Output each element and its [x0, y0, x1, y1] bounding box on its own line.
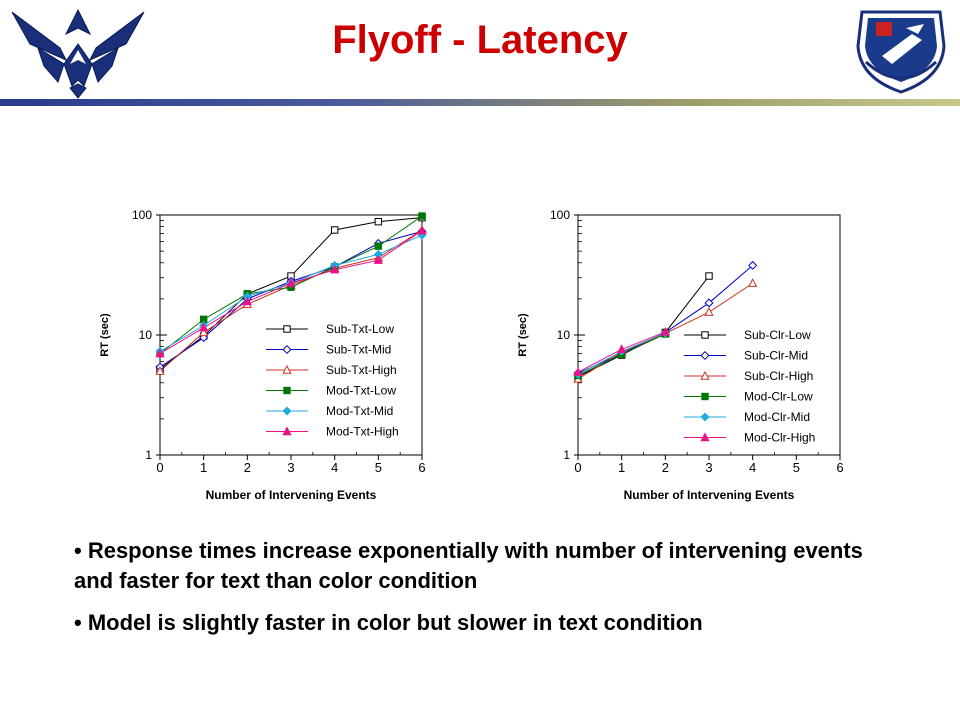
legend-marker [282, 426, 292, 436]
legend-label: Sub-Txt-High [326, 363, 397, 377]
afosr-shield-logo [856, 10, 946, 94]
legend-marker [700, 432, 710, 442]
y-tick-label: 1 [563, 448, 570, 462]
x-tick-label: 6 [836, 460, 843, 475]
legend-label: Mod-Txt-Low [326, 384, 396, 398]
legend-label: Mod-Clr-Mid [744, 410, 810, 424]
y-axis-label: RT (sec) [99, 313, 111, 357]
legend-label: Sub-Clr-Mid [744, 349, 808, 363]
legend-marker [700, 370, 710, 380]
data-point-mod-clr-high [573, 367, 583, 376]
legend-marker [282, 364, 292, 374]
legend-marker [701, 331, 709, 339]
x-tick-label: 0 [156, 460, 163, 475]
slide-title: Flyoff - Latency [332, 18, 628, 62]
legend-label: Sub-Clr-High [744, 369, 813, 383]
bullet-1: • Response times increase exponentially … [74, 538, 863, 593]
data-point-sub-clr-low [705, 272, 713, 280]
legend-marker [282, 344, 292, 355]
data-point-mod-txt-high [286, 278, 296, 287]
data-point-sub-clr-mid [704, 298, 714, 308]
data-point-sub-txt-low [374, 217, 383, 226]
data-point-mod-clr-high [617, 344, 627, 354]
legend-marker [701, 392, 709, 401]
legend-marker [282, 406, 292, 416]
y-tick-label: 1 [145, 448, 152, 462]
bullet-list: • Response times increase exponentially … [74, 536, 894, 650]
data-point-sub-txt-high [155, 366, 165, 375]
legend-label: Sub-Txt-Low [326, 322, 394, 336]
bullet-2: • Model is slightly faster in color but … [74, 610, 703, 635]
air-force-logo [11, 8, 145, 99]
x-tick-label: 6 [418, 460, 425, 475]
x-tick-label: 0 [574, 460, 581, 475]
legend-marker [283, 386, 291, 395]
x-tick-label: 2 [662, 460, 669, 475]
x-tick-label: 1 [618, 460, 625, 475]
legend-marker [700, 412, 710, 422]
data-point-mod-txt-high [417, 225, 427, 235]
data-point-mod-txt-high [373, 255, 383, 264]
data-point-mod-txt-high [199, 322, 209, 332]
legend-label: Mod-Txt-Mid [326, 404, 393, 418]
data-point-sub-txt-low [330, 226, 339, 234]
legend-label: Mod-Clr-Low [744, 390, 813, 404]
x-tick-label: 2 [244, 460, 251, 475]
x-tick-label: 3 [705, 460, 712, 475]
data-point-sub-clr-high [704, 307, 714, 316]
data-point-mod-clr-high [660, 326, 670, 336]
data-point-mod-txt-high [242, 296, 252, 306]
legend-marker [700, 350, 710, 361]
legend-marker [283, 325, 291, 333]
data-point-sub-txt-mid [199, 333, 209, 343]
title-underline-bar [0, 99, 960, 106]
data-point-mod-txt-high [330, 264, 340, 274]
x-tick-label: 4 [331, 460, 338, 475]
legend-label: Mod-Txt-High [326, 425, 399, 439]
y-axis-label: RT (sec) [517, 313, 529, 357]
x-tick-label: 5 [375, 460, 382, 475]
data-point-sub-clr-mid [748, 260, 758, 270]
data-point-mod-txt-high [155, 348, 165, 358]
x-tick-label: 3 [287, 460, 294, 475]
y-tick-label: 100 [550, 208, 570, 222]
x-tick-label: 4 [749, 460, 756, 475]
x-tick-label: 1 [200, 460, 207, 475]
y-tick-label: 10 [139, 328, 153, 342]
legend-label: Sub-Txt-Mid [326, 343, 391, 357]
data-point-mod-txt-low [418, 212, 426, 220]
x-tick-label: 5 [793, 460, 800, 475]
x-axis-label: Number of Intervening Events [206, 488, 377, 502]
y-tick-label: 10 [557, 328, 571, 342]
data-point-sub-txt-high [199, 327, 209, 337]
data-point-sub-clr-high [748, 278, 758, 287]
legend-label: Sub-Clr-Low [744, 328, 811, 342]
y-tick-label: 100 [132, 208, 152, 222]
x-axis-label: Number of Intervening Events [624, 488, 795, 502]
legend-label: Mod-Clr-High [744, 431, 815, 445]
data-point-mod-txt-low [374, 242, 383, 250]
